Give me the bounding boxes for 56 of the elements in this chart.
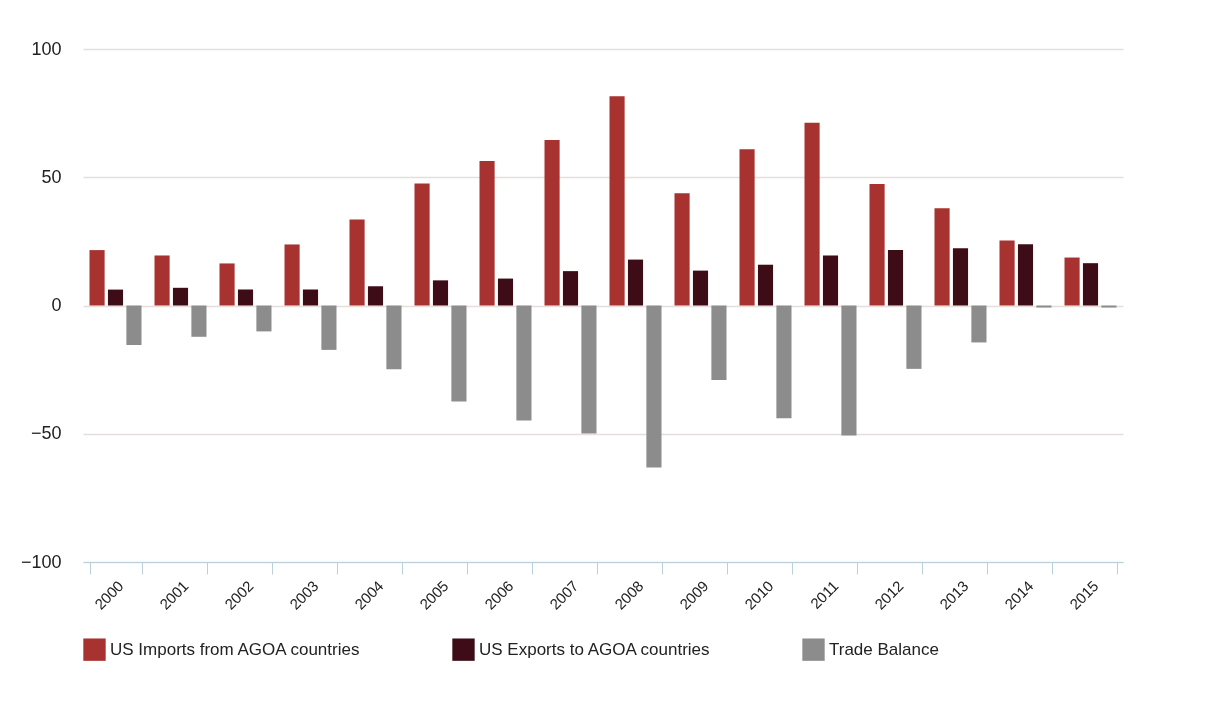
bar bbox=[692, 270, 709, 306]
bar bbox=[869, 183, 885, 306]
bar bbox=[1036, 305, 1052, 308]
bar bbox=[581, 305, 597, 434]
bar bbox=[479, 161, 495, 306]
bar bbox=[367, 286, 384, 306]
bar bbox=[107, 289, 124, 306]
bar bbox=[172, 287, 189, 306]
bar bbox=[822, 255, 839, 306]
bar bbox=[1017, 244, 1034, 306]
legend-label: US Imports from AGOA countries bbox=[110, 639, 360, 659]
bar bbox=[1064, 257, 1080, 306]
bar bbox=[804, 122, 820, 306]
bar bbox=[906, 305, 922, 369]
bar bbox=[627, 259, 644, 306]
bar bbox=[952, 248, 969, 306]
bar bbox=[739, 149, 755, 306]
bar bbox=[1082, 263, 1099, 306]
bar bbox=[999, 240, 1015, 306]
bar bbox=[497, 278, 514, 306]
bar bbox=[711, 305, 727, 380]
legend-label: US Exports to AGOA countries bbox=[479, 639, 710, 659]
bar bbox=[516, 305, 532, 421]
bar bbox=[562, 271, 579, 306]
bar bbox=[841, 305, 857, 436]
bar bbox=[302, 289, 319, 306]
bar bbox=[934, 208, 950, 306]
bar bbox=[349, 219, 365, 306]
bar bbox=[89, 250, 105, 306]
bar bbox=[609, 96, 625, 306]
y-tick-label: 100 bbox=[31, 38, 62, 59]
bar bbox=[776, 305, 792, 419]
bar bbox=[674, 193, 690, 306]
bar bbox=[237, 289, 254, 306]
y-tick-label: 0 bbox=[51, 295, 62, 315]
bar bbox=[544, 140, 560, 306]
bar bbox=[971, 305, 987, 343]
bar bbox=[646, 305, 662, 468]
bar bbox=[219, 263, 235, 306]
bar bbox=[451, 305, 467, 402]
bar bbox=[1101, 305, 1117, 308]
y-tick-label: 50 bbox=[41, 166, 62, 187]
bar bbox=[432, 280, 449, 306]
y-tick-label: −100 bbox=[20, 551, 62, 572]
bar bbox=[154, 255, 170, 306]
legend-label: Trade Balance bbox=[829, 639, 939, 659]
bar bbox=[284, 244, 300, 306]
bar bbox=[414, 183, 430, 306]
bar bbox=[191, 305, 207, 337]
bar bbox=[321, 305, 337, 350]
bar bbox=[256, 305, 272, 332]
bar bbox=[887, 250, 904, 306]
bar bbox=[386, 305, 402, 370]
bar bbox=[126, 305, 142, 345]
bar bbox=[757, 264, 774, 306]
y-tick-label: −50 bbox=[30, 423, 62, 444]
